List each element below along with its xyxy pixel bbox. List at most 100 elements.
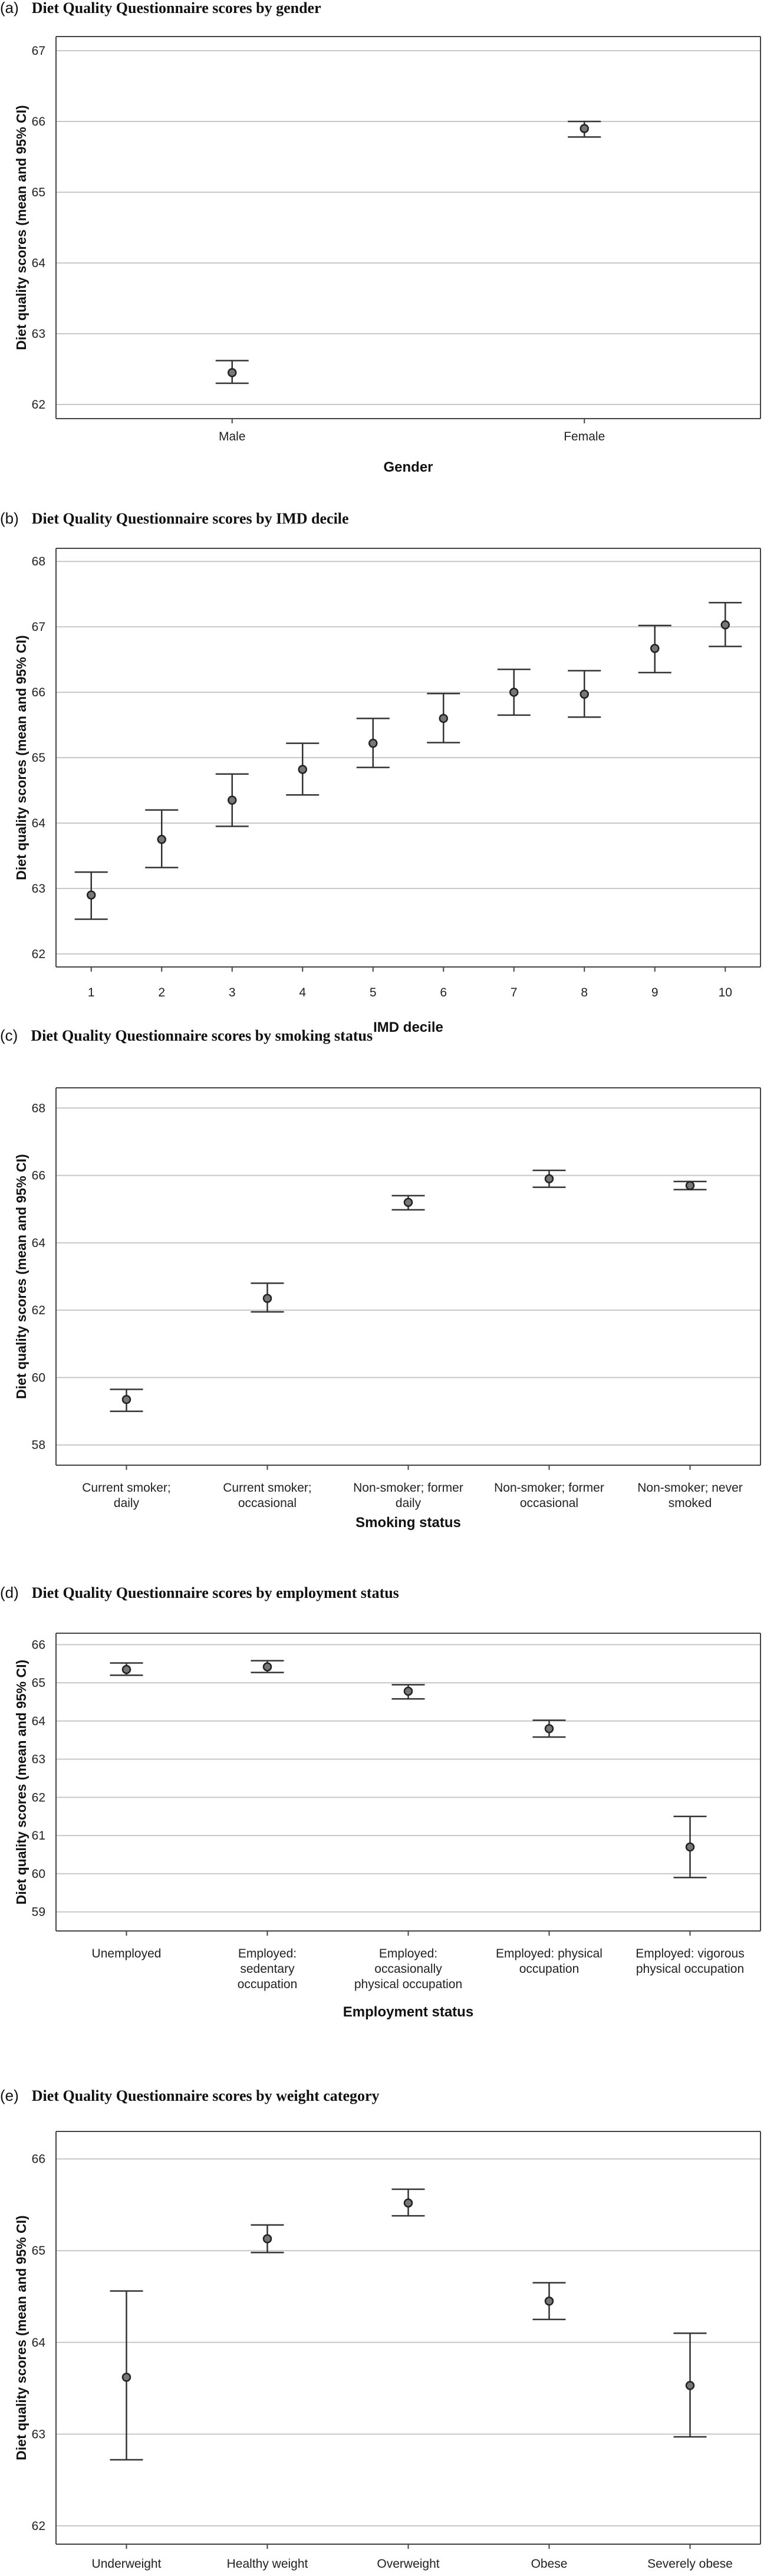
x-tick-label: 9 xyxy=(651,986,659,999)
y-tick-label: 62 xyxy=(32,1791,45,1804)
y-tick-label: 66 xyxy=(32,1169,45,1183)
mean-point xyxy=(580,124,589,133)
chart-panel-5: (e) Diet Quality Questionnaire scores by … xyxy=(0,2087,761,2571)
panel-title: (a) Diet Quality Questionnaire scores by … xyxy=(0,0,321,17)
mean-point xyxy=(580,689,589,699)
y-tick-label: 60 xyxy=(32,1371,45,1384)
panel-letter: (a) xyxy=(0,0,19,17)
x-tick-label: 7 xyxy=(511,986,518,999)
y-axis-label: Diet quality scores (mean and 95% CI) xyxy=(14,1660,29,1904)
x-tick-label: 5 xyxy=(370,986,377,999)
y-tick-label: 64 xyxy=(32,2336,46,2350)
mean-point xyxy=(509,687,519,697)
mean-point xyxy=(262,1662,272,1672)
y-tick-label: 58 xyxy=(32,1439,45,1452)
y-axis-label: Diet quality scores (mean and 95% CI) xyxy=(14,635,29,880)
x-tick-label: Non-smoker; never smoked xyxy=(637,1481,743,1510)
y-tick-label: 63 xyxy=(32,327,45,341)
y-tick-label: 60 xyxy=(32,1867,45,1881)
mean-point xyxy=(121,1394,131,1404)
mean-point xyxy=(368,738,378,748)
panel-title-text: Diet Quality Questionnaire scores by smo… xyxy=(31,1027,373,1044)
y-tick-label: 68 xyxy=(32,1101,45,1115)
mean-point xyxy=(544,2297,554,2306)
panel-letter: (c) xyxy=(0,1027,18,1044)
x-tick-label: Current smoker; daily xyxy=(82,1481,171,1510)
mean-point xyxy=(262,1294,272,1303)
x-axis-label: Employment status xyxy=(343,2004,473,2020)
x-tick-label: Female xyxy=(564,430,605,443)
y-axis-label: Diet quality scores (mean and 95% CI) xyxy=(14,2215,29,2460)
x-tick-label: Underweight xyxy=(92,2557,162,2571)
x-tick-label: Current smoker; occasional xyxy=(223,1481,312,1510)
x-tick-label: Employed: occasionally physical occupation xyxy=(354,1947,462,1991)
panel-title-text: Diet Quality Questionnaire scores by IMD… xyxy=(32,510,349,527)
y-tick-label: 62 xyxy=(32,2519,45,2533)
y-tick-label: 61 xyxy=(32,1829,45,1843)
x-tick-label: Male xyxy=(219,430,246,443)
y-axis-label: Diet quality scores (mean and 95% CI) xyxy=(14,105,29,350)
panel-title: (e) Diet Quality Questionnaire scores by … xyxy=(0,2087,380,2104)
mean-point xyxy=(720,620,730,630)
panel-title-text: Diet Quality Questionnaire scores by wei… xyxy=(32,2087,380,2104)
y-tick-label: 68 xyxy=(32,555,45,568)
y-tick-label: 62 xyxy=(32,398,45,412)
x-axis-label: Gender xyxy=(383,459,433,475)
x-tick-label: 2 xyxy=(158,986,165,999)
x-tick-label: 8 xyxy=(581,986,588,999)
x-tick-label: Healthy weight xyxy=(227,2557,308,2571)
mean-point xyxy=(403,2198,413,2208)
x-tick-label: Employed: physical occupation xyxy=(496,1947,602,1976)
y-tick-label: 65 xyxy=(32,751,45,765)
x-tick-label: Employed: vigorous physical occupation xyxy=(636,1947,744,1976)
x-tick-label: Unemployed xyxy=(92,1947,162,1960)
chart-panel-2: (b) Diet Quality Questionnaire scores by … xyxy=(0,509,761,1035)
panel-title-text: Diet Quality Questionnaire scores by emp… xyxy=(32,1584,399,1601)
y-tick-label: 66 xyxy=(32,1638,45,1651)
panel-letter: (e) xyxy=(0,2087,19,2104)
y-tick-label: 63 xyxy=(32,882,45,896)
x-tick-label: Non-smoker; former daily xyxy=(353,1481,463,1510)
x-tick-label: Severely obese xyxy=(647,2557,733,2571)
y-tick-label: 65 xyxy=(32,1676,45,1690)
panel-title: (d) Diet Quality Questionnaire scores by … xyxy=(0,1584,399,1601)
mean-point xyxy=(228,368,237,377)
chart-panel-1: (a) Diet Quality Questionnaire scores by … xyxy=(0,0,761,475)
mean-point xyxy=(262,2234,272,2243)
chart-panel-3: (c) Diet Quality Questionnaire scores by … xyxy=(0,1027,761,1531)
x-tick-label: 6 xyxy=(440,986,447,999)
panel-title-text: Diet Quality Questionnaire scores by gen… xyxy=(32,0,321,17)
x-tick-label: Obese xyxy=(531,2557,568,2571)
mean-point xyxy=(228,795,237,805)
mean-point xyxy=(121,1664,131,1674)
mean-point xyxy=(439,713,448,723)
y-tick-label: 59 xyxy=(32,1906,45,1919)
mean-point xyxy=(157,834,166,844)
mean-point xyxy=(685,1842,695,1852)
panel-letter: (b) xyxy=(0,509,19,527)
mean-point xyxy=(685,2381,695,2390)
y-tick-label: 62 xyxy=(32,1304,45,1317)
x-tick-label: Non-smoker; former occasional xyxy=(494,1481,604,1510)
mean-point xyxy=(403,1686,413,1696)
panel-title: (b) Diet Quality Questionnaire scores by … xyxy=(0,509,349,527)
y-tick-label: 63 xyxy=(32,1753,45,1766)
mean-point xyxy=(121,2373,131,2382)
y-tick-label: 65 xyxy=(32,186,45,199)
x-axis-label: IMD decile xyxy=(373,1019,443,1035)
mean-point xyxy=(544,1724,554,1733)
y-tick-label: 66 xyxy=(32,2153,45,2166)
y-tick-label: 65 xyxy=(32,2244,45,2258)
mean-point xyxy=(650,643,660,653)
y-tick-label: 64 xyxy=(32,817,46,830)
x-tick-label: Overweight xyxy=(377,2557,439,2571)
y-tick-label: 62 xyxy=(32,948,45,961)
y-tick-label: 66 xyxy=(32,115,45,129)
x-tick-label: Employed: sedentary occupation xyxy=(238,1947,298,1991)
panel-title: (c) Diet Quality Questionnaire scores by … xyxy=(0,1027,373,1044)
x-tick-label: 3 xyxy=(229,986,236,999)
mean-point xyxy=(544,1174,554,1184)
chart-panel-4: (d) Diet Quality Questionnaire scores by … xyxy=(0,1584,761,2020)
x-tick-label: 10 xyxy=(719,986,732,999)
